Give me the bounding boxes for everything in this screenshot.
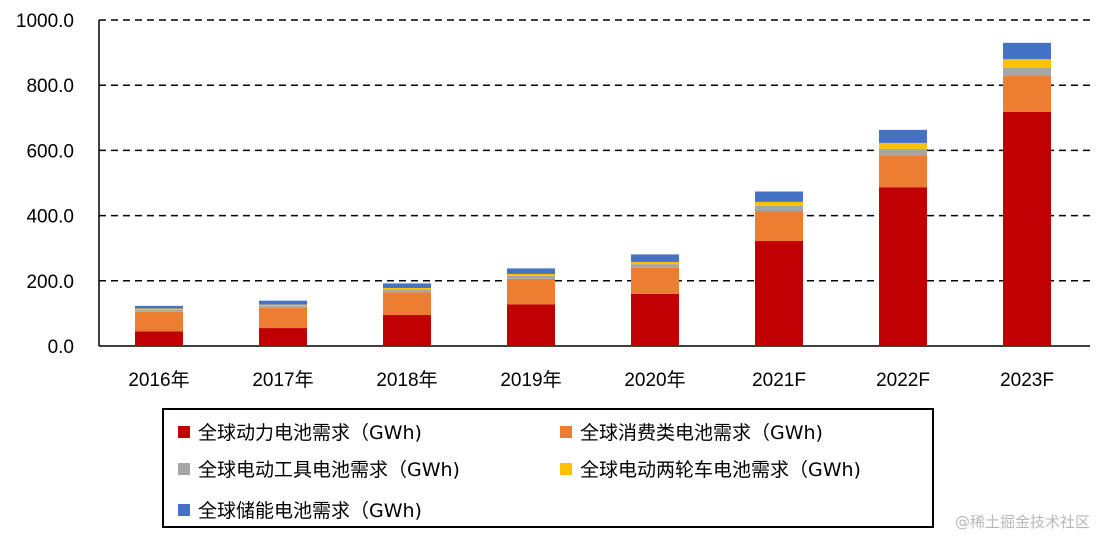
x-tick-label: 2021F	[752, 370, 806, 391]
legend: 全球动力电池需求（GWh) 全球消费类电池需求（GWh) 全球电动工具电池需求（…	[162, 408, 934, 528]
bar-segment	[879, 142, 927, 149]
bar-segment	[507, 304, 555, 346]
bar-segment	[259, 300, 307, 305]
bar-segment	[507, 278, 555, 305]
bar-segment	[755, 191, 803, 202]
bar-segment	[1003, 111, 1051, 346]
bar-segment	[135, 331, 183, 346]
grid-lines	[99, 19, 1090, 282]
legend-label-two-wheeler: 全球电动两轮车电池需求（GWh)	[580, 459, 861, 481]
bar-segment	[631, 264, 679, 268]
bar-segment	[259, 328, 307, 346]
bar-segment	[1003, 67, 1051, 77]
legend-swatch-power-tool	[178, 463, 190, 475]
watermark: @稀土掘金技术社区	[955, 513, 1090, 531]
x-tick-label: 2016年	[128, 369, 189, 391]
bar-segment	[1003, 42, 1051, 60]
legend-label-consumer: 全球消费类电池需求（GWh)	[580, 422, 823, 444]
y-tick-label: 0.0	[48, 337, 74, 358]
x-tick-label: 2017年	[252, 369, 313, 391]
bar-segment	[755, 205, 803, 212]
bar-segment	[507, 268, 555, 274]
bar-segment	[135, 311, 183, 332]
y-tick-label: 1000.0	[16, 11, 74, 32]
bar-segment	[383, 287, 431, 290]
bar-segment	[631, 254, 679, 262]
bar-segment	[383, 315, 431, 346]
bars	[135, 42, 1051, 346]
bar-segment	[755, 201, 803, 206]
bar-segment	[631, 261, 679, 265]
x-tick-label: 2018年	[376, 369, 437, 391]
y-tick-label: 600.0	[26, 141, 74, 162]
bar-segment	[755, 241, 803, 346]
bar-segment	[879, 129, 927, 143]
bar-segment	[1003, 59, 1051, 68]
legend-label-power: 全球动力电池需求（GWh)	[198, 422, 422, 444]
bar-segment	[631, 293, 679, 346]
bar-segment	[1003, 76, 1051, 112]
bar-segment	[879, 148, 927, 156]
legend-label-storage: 全球储能电池需求（GWh)	[198, 500, 422, 522]
bar-segment	[631, 267, 679, 294]
x-tick-labels: 2016年 2017年 2018年 2019年 2020年 2021F 2022F 2023F	[128, 369, 1054, 391]
x-tick-label: 2019年	[500, 369, 561, 391]
legend-swatch-consumer	[560, 426, 572, 438]
x-tick-label: 2023F	[1000, 370, 1054, 391]
legend-swatch-storage	[178, 504, 190, 516]
bar-segment	[259, 304, 307, 306]
axes	[98, 20, 1090, 347]
legend-swatch-power	[178, 426, 190, 438]
bar-segment	[135, 305, 183, 309]
bar-segment	[755, 211, 803, 242]
y-tick-labels: 0.0 200.0 400.0 600.0 800.0 1000.0	[16, 11, 74, 358]
legend-frame	[162, 408, 934, 528]
bar-segment	[259, 307, 307, 329]
bar-segment	[879, 187, 927, 346]
bar-segment	[135, 308, 183, 310]
bar-segment	[383, 292, 431, 316]
bar-segment	[259, 305, 307, 308]
legend-label-power-tool: 全球电动工具电池需求（GWh)	[198, 459, 460, 481]
y-tick-label: 200.0	[26, 272, 74, 293]
bar-segment	[383, 283, 431, 288]
y-tick-label: 800.0	[26, 76, 74, 97]
bar-segment	[507, 275, 555, 279]
bar-segment	[879, 155, 927, 188]
bar-segment	[135, 309, 183, 312]
legend-swatch-two-wheeler	[560, 463, 572, 475]
bar-segment	[507, 273, 555, 276]
x-tick-label: 2020年	[624, 369, 685, 391]
x-tick-label: 2022F	[876, 370, 930, 391]
bar-segment	[383, 289, 431, 293]
y-tick-label: 400.0	[26, 207, 74, 228]
